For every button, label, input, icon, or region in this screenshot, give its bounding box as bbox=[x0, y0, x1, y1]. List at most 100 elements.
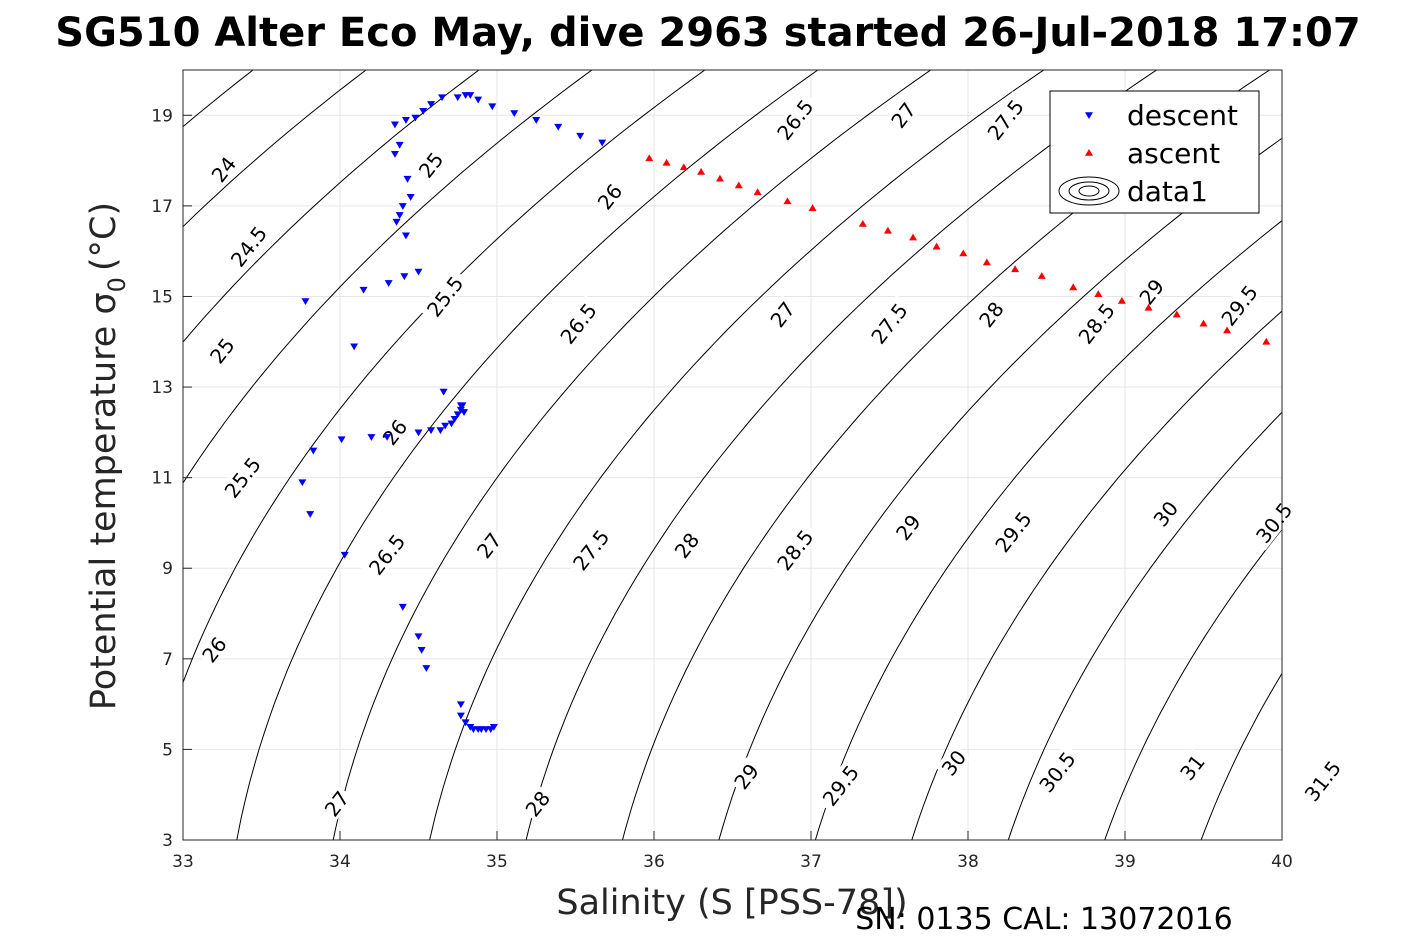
y-tick-label: 15 bbox=[151, 287, 173, 307]
ascent-point bbox=[697, 167, 706, 175]
descent-point bbox=[337, 436, 346, 444]
descent-point bbox=[447, 420, 456, 428]
x-tick-label: 38 bbox=[957, 852, 979, 872]
contour-line-15 bbox=[1007, 411, 1282, 840]
y-tick-label: 9 bbox=[162, 559, 173, 579]
contour-label-bg bbox=[470, 526, 507, 564]
descent-point bbox=[488, 103, 497, 111]
descent-point bbox=[395, 212, 404, 219]
descent-point bbox=[401, 232, 410, 240]
y-tick-label: 11 bbox=[151, 469, 173, 489]
descent-point bbox=[383, 434, 392, 441]
contour-label-bg bbox=[1248, 494, 1299, 551]
descent-point bbox=[414, 268, 423, 276]
contour-label-bg bbox=[361, 525, 412, 583]
ascent-point bbox=[1199, 319, 1208, 327]
legend-contour-icon bbox=[1058, 176, 1120, 206]
y-axis-label-subscript: 0 bbox=[103, 277, 131, 292]
y-axis-label-main: Potential temperature σ bbox=[84, 292, 124, 710]
series-ascent bbox=[645, 154, 1271, 345]
ascent-point bbox=[1144, 303, 1153, 311]
descent-point bbox=[510, 110, 519, 118]
contour-line-13 bbox=[814, 220, 1282, 840]
contour-label-bg bbox=[519, 784, 555, 822]
ascent-point bbox=[1172, 310, 1181, 318]
contour-label-bg bbox=[987, 503, 1039, 560]
descent-point bbox=[417, 646, 426, 654]
legend-descent-icon bbox=[1085, 112, 1093, 119]
y-tick-label: 5 bbox=[162, 740, 173, 760]
descent-point bbox=[398, 603, 407, 611]
contour-line-8 bbox=[332, 70, 932, 840]
contour-label-bg bbox=[884, 96, 921, 134]
chart-title: SG510 Alter Eco May, dive 2963 started 2… bbox=[55, 10, 1360, 56]
data-series bbox=[298, 92, 1271, 734]
descent-point bbox=[456, 701, 465, 709]
descent-point bbox=[392, 218, 401, 226]
descent-point bbox=[532, 117, 541, 124]
descent-point bbox=[427, 427, 436, 435]
contour-line-14 bbox=[911, 310, 1282, 840]
descent-point bbox=[414, 633, 423, 641]
ascent-point bbox=[1117, 297, 1126, 304]
ascent-point bbox=[1262, 337, 1271, 345]
descent-point bbox=[456, 402, 465, 410]
ascent-point bbox=[959, 249, 968, 257]
x-tick-label: 33 bbox=[172, 852, 194, 872]
contour-label-bg bbox=[1031, 743, 1083, 800]
descent-point bbox=[359, 286, 368, 294]
ascent-point bbox=[1011, 265, 1020, 273]
contour-label-bg bbox=[552, 294, 604, 352]
contour-label-bg bbox=[318, 784, 355, 822]
legend-contour-icon bbox=[1068, 181, 1110, 201]
descent-point bbox=[450, 415, 459, 423]
contour-line-17 bbox=[1200, 672, 1282, 840]
ascent-point bbox=[753, 188, 762, 196]
descent-point bbox=[489, 723, 498, 731]
descent-point bbox=[576, 132, 585, 140]
descent-point bbox=[436, 427, 445, 435]
descent-point bbox=[466, 92, 475, 99]
ascent-point bbox=[932, 242, 941, 250]
descent-point bbox=[340, 551, 349, 559]
descent-point bbox=[460, 409, 469, 416]
ascent-point bbox=[783, 197, 792, 205]
descent-point bbox=[401, 117, 410, 124]
contour-label-bg bbox=[205, 150, 241, 188]
descent-point bbox=[422, 665, 431, 672]
y-tick-label: 3 bbox=[162, 831, 173, 851]
ascent-point bbox=[909, 233, 918, 241]
contour-label-bg bbox=[863, 294, 915, 352]
descent-point bbox=[367, 434, 376, 441]
descent-point bbox=[403, 175, 412, 183]
y-tick-label: 13 bbox=[151, 378, 173, 398]
contour-label-bg bbox=[769, 521, 820, 578]
contour-line-16 bbox=[1104, 528, 1282, 840]
contour-label-bg bbox=[376, 413, 413, 451]
y-tick-label: 19 bbox=[151, 106, 173, 126]
descent-point bbox=[461, 719, 470, 727]
ascent-point bbox=[1223, 326, 1232, 334]
contour-label-bg bbox=[1147, 494, 1183, 532]
descent-point bbox=[453, 94, 462, 102]
contour-label-bg bbox=[764, 295, 800, 333]
series-descent bbox=[298, 92, 607, 734]
ascent-point bbox=[1037, 272, 1046, 279]
descent-point bbox=[306, 511, 315, 518]
contour-label-bg bbox=[419, 267, 470, 324]
x-tick-label: 35 bbox=[486, 852, 508, 872]
contour-line-6 bbox=[183, 70, 706, 685]
contour-label-bg bbox=[1213, 276, 1265, 333]
descent-point bbox=[441, 422, 450, 430]
ascent-point bbox=[679, 163, 688, 171]
ascent-point bbox=[715, 174, 724, 182]
ascent-point bbox=[1094, 290, 1103, 298]
density-contours bbox=[183, 70, 1282, 840]
descent-point bbox=[598, 139, 607, 147]
contour-label-bg bbox=[412, 145, 449, 184]
plot-area-frame bbox=[182, 69, 1283, 841]
contour-line-5 bbox=[183, 70, 593, 484]
serial-calibration-footer: SN: 0135 CAL: 13072016 bbox=[855, 902, 1233, 937]
y-axis-label-unit: (°C) bbox=[84, 202, 124, 271]
